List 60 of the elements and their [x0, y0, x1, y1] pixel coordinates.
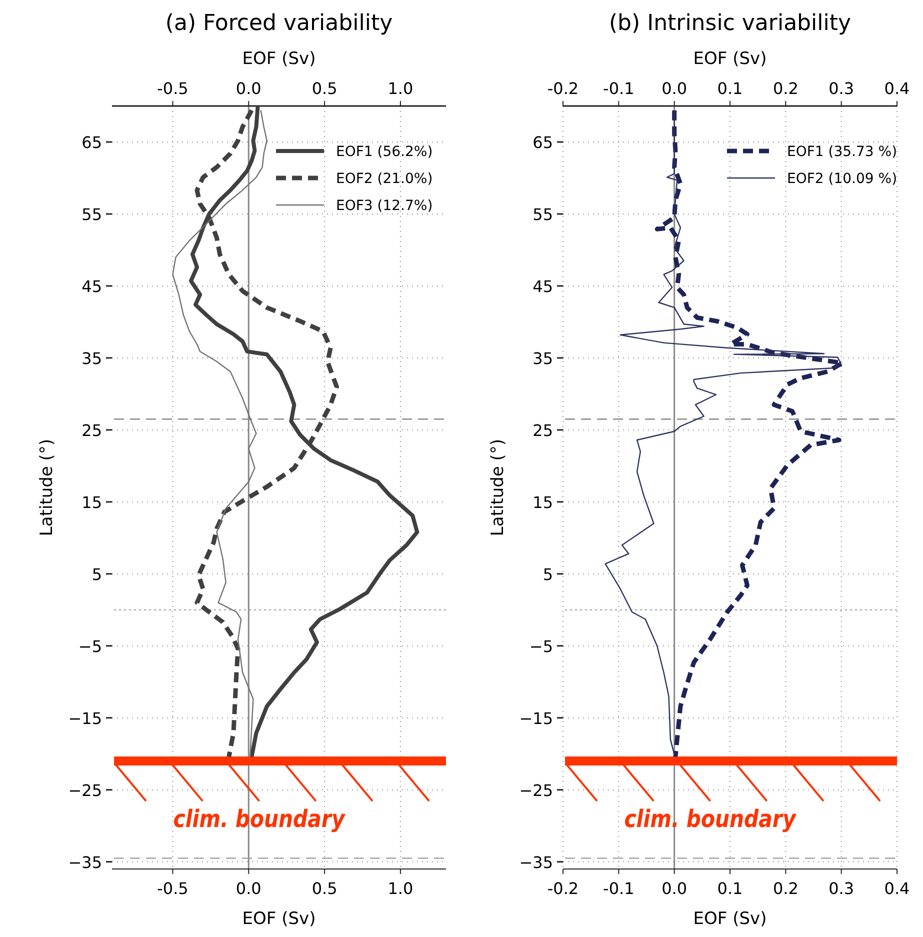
x2-tick-label: 0.2 — [772, 879, 798, 898]
x-axis-title: EOF (Sv) — [242, 909, 316, 929]
x-tick-label: 0.1 — [717, 79, 743, 98]
x-tick-label: -0.1 — [603, 79, 634, 98]
x-tick-label: -0.5 — [157, 79, 188, 98]
legend-label: EOF3 (12.7%) — [336, 198, 433, 214]
x2-tick-label: 0.5 — [312, 879, 338, 898]
y-tick-label: −15 — [519, 708, 553, 728]
y-tick-label: 5 — [92, 564, 102, 584]
x2-axis-title: EOF (Sv) — [242, 49, 316, 69]
x2-axis-title: EOF (Sv) — [693, 49, 767, 69]
y-tick-label: 5 — [542, 564, 553, 584]
y-tick-label: 55 — [532, 204, 553, 224]
y-tick-label: −25 — [519, 780, 553, 800]
y-tick-label: 55 — [82, 204, 102, 224]
x-tick-label: 1.0 — [388, 79, 414, 98]
x-tick-label: 0.5 — [312, 79, 338, 98]
legend-label: EOF2 (10.09 %) — [787, 171, 898, 187]
y-axis-title: Latitude (°) — [37, 438, 57, 536]
y-tick-label: 25 — [82, 420, 102, 440]
x2-tick-label: -0.5 — [157, 879, 188, 898]
y-tick-label: 35 — [532, 348, 553, 368]
x2-tick-label: -0.1 — [603, 879, 634, 898]
x-tick-label: 0.4 — [884, 79, 910, 98]
x-tick-label: 0.0 — [236, 79, 262, 98]
legend-label: EOF2 (21.0%) — [336, 171, 433, 187]
x-axis-title: EOF (Sv) — [693, 909, 767, 929]
x2-tick-label: 0.0 — [236, 879, 262, 898]
x-tick-label: 0.2 — [772, 79, 798, 98]
y-tick-label: −5 — [78, 636, 102, 656]
x2-tick-label: 0.4 — [884, 879, 910, 898]
y-tick-label: −5 — [529, 636, 553, 656]
x-tick-label: 0.3 — [828, 79, 854, 98]
x2-tick-label: 0.1 — [717, 879, 743, 898]
y-tick-label: −35 — [68, 852, 102, 872]
ref-line-label: clim. boundary — [624, 805, 798, 834]
y-tick-label: 15 — [82, 492, 102, 512]
y-tick-label: 45 — [82, 276, 102, 296]
y-tick-label: −25 — [68, 780, 102, 800]
y-tick-label: 15 — [532, 492, 553, 512]
y-tick-label: −15 — [68, 708, 102, 728]
x2-tick-label: 1.0 — [388, 879, 414, 898]
x-tick-label: 0.0 — [662, 79, 688, 98]
y-axis-title: Latitude (°) — [488, 438, 508, 536]
ref-line-label: clim. boundary — [173, 805, 346, 834]
line-series — [172, 110, 268, 758]
y-tick-label: −35 — [519, 852, 553, 872]
y-tick-label: 35 — [82, 348, 102, 368]
chart-title: (b) Intrinsic variability — [608, 11, 852, 36]
x2-tick-label: 0.3 — [828, 879, 854, 898]
y-tick-label: 65 — [82, 132, 102, 152]
legend-label: EOF1 (56.2%) — [336, 144, 433, 160]
legend-label: EOF1 (35.73 %) — [787, 144, 898, 160]
chart-title: (a) Forced variability — [165, 11, 393, 36]
y-tick-label: 45 — [532, 276, 553, 296]
x-tick-label: -0.2 — [547, 79, 579, 98]
x2-tick-label: 0.0 — [662, 879, 688, 898]
y-tick-label: 25 — [532, 420, 553, 440]
y-tick-label: 65 — [532, 132, 553, 152]
x2-tick-label: -0.2 — [547, 879, 579, 898]
